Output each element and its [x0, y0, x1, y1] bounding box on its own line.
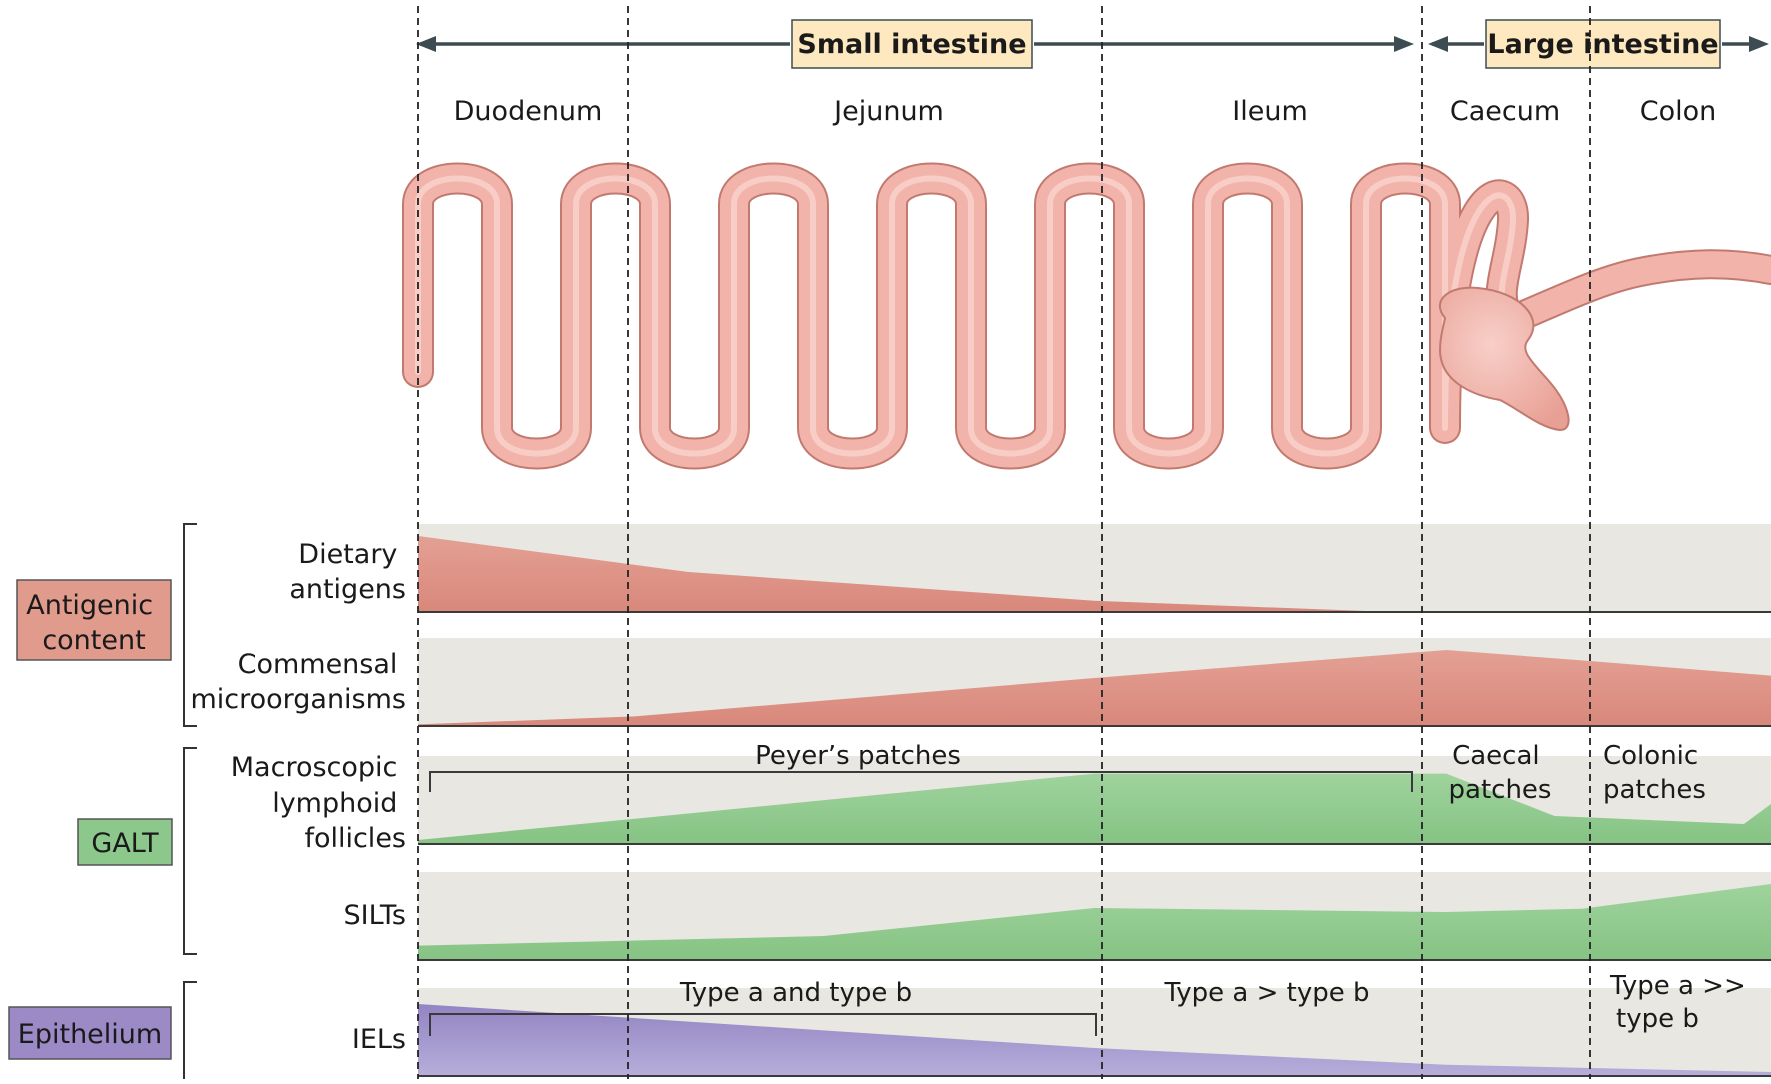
- caecal-patches-label: Caecal patches: [1449, 741, 1552, 805]
- galt-label: GALT: [91, 828, 159, 859]
- peyers-patches-bracket: [429, 771, 1413, 792]
- small-intestine-arrowhead-left: [416, 36, 436, 52]
- intestine-illustration: [402, 162, 1771, 470]
- group-brackets: [183, 523, 197, 1079]
- segment-ileum: Ileum: [1232, 96, 1308, 127]
- segment-dividers: [417, 6, 1591, 1079]
- profile-panels: [418, 524, 1771, 1077]
- large-intestine-box: [1485, 19, 1721, 69]
- annotation-brackets: [429, 771, 1413, 1036]
- epithelium-box: [8, 1006, 172, 1060]
- caecum-pouch: [1438, 286, 1570, 432]
- dietary-antigens-profile: [418, 536, 1771, 612]
- segment-colon: Colon: [1640, 96, 1717, 127]
- commensal-microorganisms-profile: [418, 650, 1771, 726]
- peyers-patches-label: Peyer’s patches: [755, 741, 961, 771]
- epithelium-label: Epithelium: [18, 1019, 162, 1050]
- row-label-silts: SILTs: [343, 900, 406, 931]
- epithelium-bracket: [183, 981, 197, 1079]
- antigenic-content-box: [16, 579, 172, 661]
- antigenic-bracket: [183, 523, 197, 727]
- type-a-much-gt-type-b-label: Type a >> type b: [1609, 971, 1754, 1034]
- category-boxes: Antigenic content GALT Epithelium: [8, 579, 173, 1060]
- antigenic-content-label: Antigenic content: [26, 590, 161, 656]
- galt-box: [77, 818, 173, 866]
- type-a-gt-type-b-label: Type a > type b: [1163, 978, 1369, 1008]
- row-label-dietary-antigens: Dietary antigens: [289, 539, 406, 605]
- annotation-labels: Peyer’s patches Caecal patches Colonic p…: [679, 741, 1754, 1034]
- small-intestine-label: Small intestine: [797, 29, 1026, 60]
- row-labels: Dietary antigens Commensal microorganism…: [190, 539, 406, 1055]
- header-arrows: Small intestine Large intestine: [416, 19, 1769, 69]
- colon-tube: [1499, 251, 1771, 333]
- small-intestine-arrowhead-right: [1394, 36, 1414, 52]
- segment-labels: Duodenum Jejunum Ileum Caecum Colon: [454, 96, 1717, 127]
- small-intestine-tube: [404, 164, 1527, 468]
- segment-jejunum: Jejunum: [832, 96, 944, 127]
- large-intestine-arrowhead-left: [1428, 36, 1448, 52]
- type-ab-bracket: [429, 1013, 1097, 1036]
- large-intestine-label: Large intestine: [1487, 29, 1718, 60]
- segment-caecum: Caecum: [1450, 96, 1560, 127]
- row-label-commensal-microorganisms: Commensal microorganisms: [190, 649, 406, 715]
- small-intestine-box: [791, 19, 1033, 69]
- silts-profile: [418, 884, 1771, 960]
- large-intestine-arrowhead-right: [1749, 36, 1769, 52]
- iels-profile: [418, 1004, 1771, 1076]
- row-label-macroscopic-lymphoid-follicles: Macroscopic lymphoid follicles: [231, 752, 406, 854]
- row-label-iels: IELs: [352, 1024, 406, 1055]
- lymphoid-follicles-profile: [418, 773, 1771, 844]
- segment-duodenum: Duodenum: [454, 96, 603, 127]
- type-a-and-type-b-label: Type a and type b: [679, 978, 912, 1008]
- colonic-patches-label: Colonic patches: [1603, 741, 1706, 805]
- galt-bracket: [183, 747, 197, 955]
- small-intestine-tube-highlight: [415, 175, 1517, 457]
